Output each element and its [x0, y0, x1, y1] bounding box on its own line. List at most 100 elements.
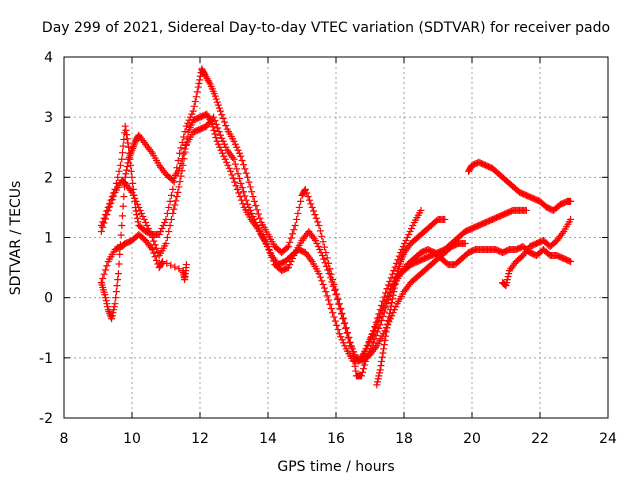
data-point — [344, 329, 352, 337]
data-point — [233, 185, 241, 193]
data-point — [118, 212, 126, 220]
data-point — [123, 131, 131, 139]
data-point — [291, 221, 299, 229]
data-point — [240, 161, 248, 169]
data-point — [378, 306, 386, 314]
data-point — [213, 137, 221, 145]
y-tick-label: 1 — [44, 231, 53, 247]
x-tick-label: 16 — [327, 431, 345, 447]
data-point — [130, 191, 138, 199]
x-tick-label: 20 — [463, 431, 481, 447]
data-point — [374, 317, 382, 325]
data-point — [112, 179, 120, 187]
data-point — [108, 315, 116, 323]
data-point — [327, 304, 335, 312]
data-point — [369, 330, 377, 338]
data-point — [142, 218, 150, 226]
x-tick-label: 14 — [259, 431, 277, 447]
data-point — [110, 189, 118, 197]
data-point — [212, 134, 220, 142]
data-point — [375, 372, 383, 380]
data-point — [378, 353, 386, 361]
data-point — [567, 258, 575, 266]
data-point — [312, 214, 320, 222]
data-point — [236, 193, 244, 201]
data-point — [171, 201, 179, 209]
data-point — [215, 104, 223, 112]
data-point — [264, 243, 272, 251]
data-point — [228, 171, 236, 179]
data-point — [118, 155, 126, 163]
data-point — [250, 215, 258, 223]
data-point — [333, 295, 341, 303]
data-point — [388, 270, 396, 278]
data-point — [220, 118, 228, 126]
data-point — [373, 321, 381, 329]
data-point — [287, 234, 295, 242]
data-point — [407, 224, 415, 232]
data-point — [342, 324, 350, 332]
data-point — [225, 164, 233, 172]
data-point — [125, 143, 133, 151]
data-point — [112, 288, 120, 296]
data-point — [346, 338, 354, 346]
data-point — [363, 342, 371, 350]
data-point — [333, 321, 341, 329]
data-point — [503, 279, 511, 287]
data-point — [131, 203, 139, 211]
data-point — [382, 295, 390, 303]
data-point — [152, 244, 160, 252]
data-point — [307, 200, 315, 208]
data-point — [122, 126, 130, 134]
data-point — [103, 262, 111, 270]
data-point — [363, 354, 371, 362]
data-point — [565, 257, 573, 265]
data-point — [402, 237, 410, 245]
data-point — [406, 227, 414, 235]
data-point — [194, 83, 202, 91]
data-point — [325, 259, 333, 267]
x-axis-label: GPS time / hours — [277, 459, 394, 475]
data-point — [222, 122, 230, 130]
data-point — [129, 179, 137, 187]
data-point — [325, 296, 333, 304]
data-point — [344, 334, 352, 342]
data-point — [222, 143, 230, 151]
data-point — [121, 122, 129, 130]
data-point — [387, 274, 395, 282]
data-point — [234, 170, 242, 178]
data-point — [295, 203, 303, 211]
data-point — [241, 165, 249, 173]
data-point — [341, 342, 349, 350]
data-point — [269, 257, 277, 265]
data-point — [115, 167, 123, 175]
data-point — [127, 167, 135, 175]
data-point — [195, 79, 203, 87]
data-point — [180, 150, 188, 158]
data-point — [231, 160, 239, 168]
data-point — [323, 254, 331, 262]
data-point — [118, 221, 126, 229]
data-point — [111, 300, 119, 308]
data-point — [106, 200, 114, 208]
data-point — [337, 333, 345, 341]
data-point — [330, 280, 338, 288]
data-point — [359, 351, 367, 359]
data-point — [322, 249, 330, 257]
data-point — [333, 290, 341, 298]
data-point — [232, 182, 240, 190]
data-point — [101, 266, 109, 274]
data-point — [158, 259, 166, 267]
data-point — [116, 250, 124, 258]
data-point — [502, 282, 510, 290]
data-point — [200, 70, 208, 78]
data-point — [294, 209, 302, 217]
data-point — [316, 273, 324, 281]
data-point — [143, 221, 151, 229]
data-point — [376, 369, 384, 377]
data-point — [114, 270, 122, 278]
y-tick-label: -1 — [39, 351, 53, 367]
data-point — [335, 330, 343, 338]
